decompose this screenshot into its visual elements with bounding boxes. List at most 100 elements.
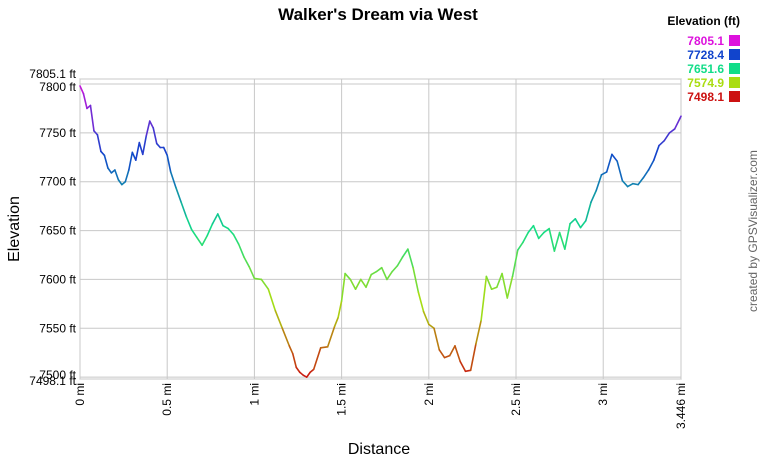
profile-segment — [169, 171, 177, 189]
profile-segment — [267, 288, 277, 312]
legend-value: 7498.1 — [687, 90, 724, 104]
profile-segment — [584, 201, 592, 222]
y-tick-label: 7650 ft — [39, 224, 76, 238]
profile-segment — [632, 182, 639, 186]
profile-segment — [637, 176, 645, 186]
profile-segment — [611, 153, 618, 162]
profile-segment — [558, 231, 566, 250]
legend-value: 7805.1 — [687, 34, 724, 48]
profile-segment — [148, 120, 155, 129]
profile-segment — [237, 243, 245, 258]
profile-segment — [152, 127, 158, 145]
y-tick-label: 7498.1 ft — [29, 374, 76, 388]
profile-segment — [79, 85, 85, 95]
x-axis-ticks: 0 mi 0.5 mi 1 mi 1.5 mi 2 mi 2.5 mi 3 mi 3.446 … — [73, 383, 688, 429]
profile-segment — [626, 182, 634, 188]
credit-text: created by GPSVisualizer.com — [746, 150, 760, 312]
profile-segment — [401, 248, 409, 258]
profile-segment — [475, 319, 482, 345]
profile-segment — [569, 218, 577, 225]
x-tick-label: 1 mi — [247, 383, 261, 406]
profile-segment — [438, 348, 446, 359]
legend-title: Elevation (ft) — [667, 14, 740, 28]
profile-segment — [243, 256, 250, 268]
profile-segment — [469, 343, 477, 372]
profile-segment — [532, 224, 540, 240]
profile-segment — [232, 233, 240, 246]
profile-segment — [433, 327, 441, 351]
profile-segment — [642, 169, 650, 179]
profile-segment — [428, 323, 435, 330]
x-tick-label: 3.446 mi — [674, 383, 688, 429]
profile-segment — [386, 270, 393, 281]
legend-swatch — [729, 91, 740, 102]
profile-segment — [412, 266, 420, 293]
profile-segment — [206, 222, 214, 237]
profile-segment — [190, 228, 198, 239]
profile-segment — [459, 360, 467, 373]
profile-segment — [537, 231, 545, 240]
profile-segment — [93, 130, 99, 136]
profile-segment — [553, 231, 561, 252]
profile-segment — [527, 224, 535, 234]
profile-segment — [443, 354, 451, 359]
profile-segment — [260, 278, 270, 290]
profile-segment — [227, 227, 235, 236]
y-tick-label: 7805.1 ft — [29, 67, 76, 81]
profile-segment — [391, 264, 399, 273]
profile-segment — [295, 366, 301, 374]
y-axis-label: Elevation — [6, 196, 23, 262]
profile-segment — [100, 150, 106, 157]
profile-segment — [511, 249, 519, 278]
profile-segment — [621, 179, 629, 188]
profile-segment — [196, 236, 203, 247]
profile-segment — [337, 300, 343, 319]
profile-segment — [124, 169, 130, 183]
profile-segment — [82, 92, 88, 110]
profile-segment — [454, 345, 462, 363]
profile-segment — [480, 275, 488, 322]
y-tick-label: 7500 ft — [39, 368, 76, 382]
profile-segment — [522, 231, 530, 244]
profile-segment — [548, 227, 556, 252]
profile-segment — [579, 219, 587, 229]
profile-segment — [340, 272, 346, 302]
legend-value: 7574.9 — [687, 76, 724, 90]
legend-swatch — [729, 35, 740, 46]
profile-segment — [647, 159, 655, 171]
profile-segment — [590, 189, 598, 204]
profile-segment — [319, 346, 329, 349]
profile-segment — [673, 115, 682, 130]
profile-segment — [288, 345, 294, 355]
profile-segment — [663, 132, 671, 142]
chart-title: Walker's Dream via West — [278, 5, 478, 24]
profile-segment — [216, 213, 224, 227]
legend-swatch — [729, 77, 740, 88]
profile-segment — [422, 310, 430, 326]
profile-segment — [574, 218, 582, 229]
profile-segment — [117, 178, 123, 186]
x-tick-label: 0.5 mi — [160, 383, 174, 416]
y-tick-label: 7750 ft — [39, 126, 76, 140]
profile-segment — [485, 275, 493, 290]
profile-segment — [253, 277, 263, 281]
legend-value: 7728.4 — [687, 48, 724, 62]
profile-segment — [448, 345, 456, 357]
legend-swatch — [729, 63, 740, 74]
profile-segment — [166, 154, 172, 173]
profile-segment — [138, 141, 144, 156]
profile-segment — [354, 278, 362, 290]
profile-segment — [668, 128, 676, 134]
elevation-line — [79, 85, 682, 378]
profile-segment — [506, 275, 514, 299]
profile-segment — [155, 142, 162, 149]
profile-segment — [333, 316, 339, 328]
y-tick-label: 7600 ft — [39, 272, 76, 286]
profile-segment — [274, 309, 284, 330]
profile-segment — [281, 327, 291, 347]
profile-segment — [344, 272, 352, 281]
profile-segment — [162, 146, 169, 157]
profile-segment — [248, 265, 256, 280]
